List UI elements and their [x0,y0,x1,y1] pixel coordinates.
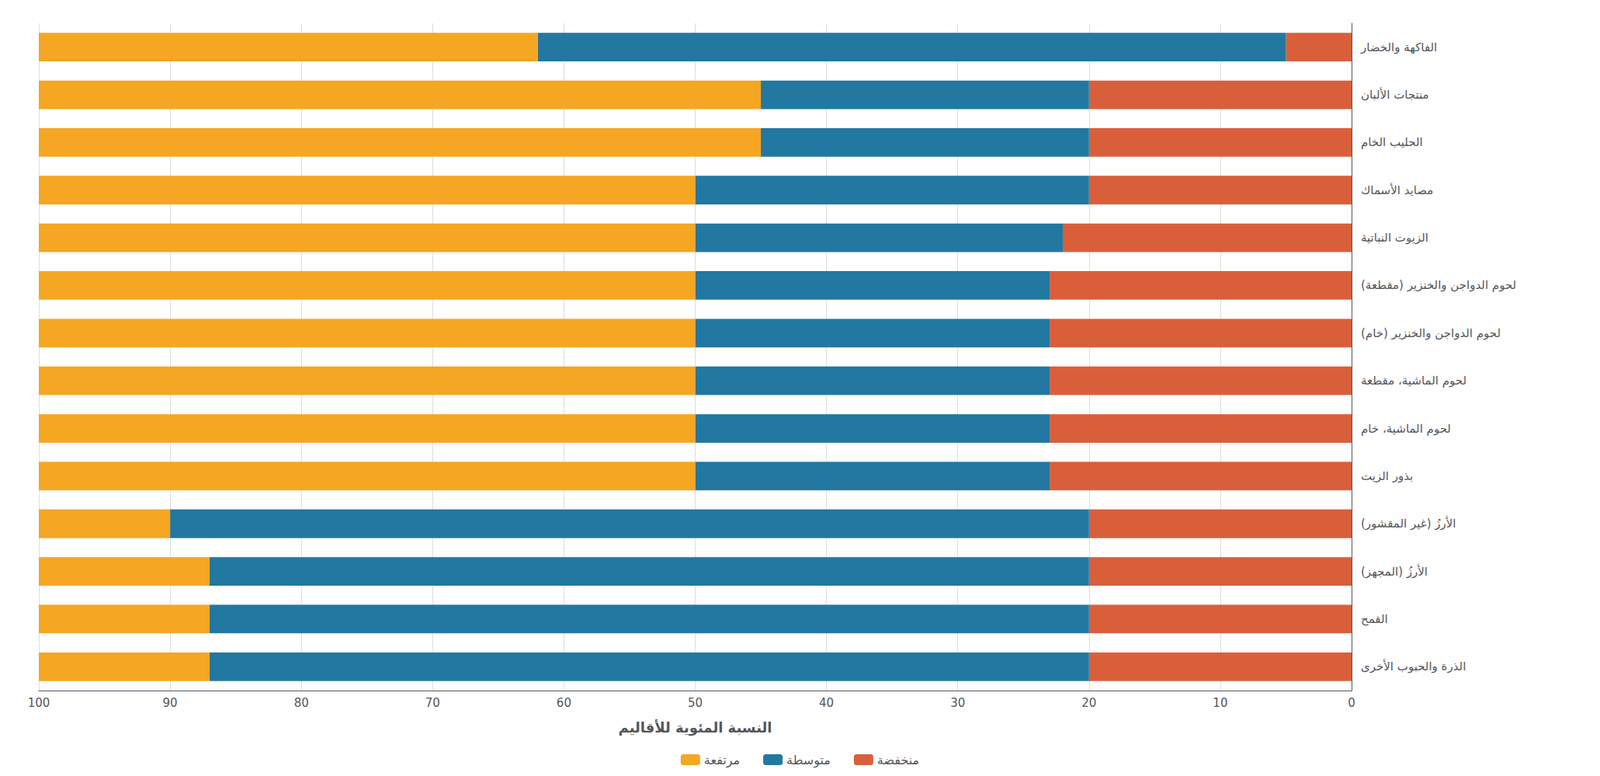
svg-text:الذرة والحبوب الأخرى: الذرة والحبوب الأخرى [1360,658,1466,674]
svg-text:النسبة المئوية للأقاليم: النسبة المئوية للأقاليم [618,718,773,736]
svg-text:لحوم الماشية، خام: لحوم الماشية، خام [1360,421,1451,436]
svg-text:منتجات الألبان: منتجات الألبان [1360,86,1430,102]
svg-text:70: 70 [425,695,441,710]
svg-text:القمح: القمح [1360,611,1389,626]
svg-text:لحوم الدواجن والخنزير (خام): لحوم الدواجن والخنزير (خام) [1360,326,1501,341]
svg-text:لحوم الماشية، مقطعة: لحوم الماشية، مقطعة [1360,373,1467,388]
svg-text:40: 40 [819,695,834,710]
svg-text:الأرزُ (المجهز): الأرزُ (المجهز) [1360,563,1428,579]
svg-text:50: 50 [687,695,703,710]
svg-text:مصايد الأسماك: مصايد الأسماك [1360,182,1434,198]
svg-text:20: 20 [1081,695,1097,710]
svg-text:مرتفعة: مرتفعة [704,752,740,768]
svg-text:منخفضة: منخفضة [877,752,920,768]
svg-text:متوسطة: متوسطة [786,752,831,768]
svg-text:لحوم الدواجن والخنزير (مقطعة): لحوم الدواجن والخنزير (مقطعة) [1360,277,1517,292]
svg-text:0: 0 [1347,695,1356,710]
svg-text:30: 30 [950,695,965,710]
svg-text:الفاكهة والخضار: الفاكهة والخضار [1360,40,1437,55]
svg-text:بذور الزيت: بذور الزيت [1360,468,1413,483]
svg-text:الزيوت النباتية: الزيوت النباتية [1360,230,1429,245]
svg-text:60: 60 [556,695,572,710]
svg-text:100: 100 [27,695,51,710]
svg-text:80: 80 [294,695,309,710]
svg-text:الأرزُ (غير المقشور): الأرزُ (غير المقشور) [1360,515,1456,531]
svg-text:10: 10 [1212,695,1228,710]
svg-text:90: 90 [163,695,178,710]
svg-text:الحليب الخام: الحليب الخام [1360,135,1423,150]
